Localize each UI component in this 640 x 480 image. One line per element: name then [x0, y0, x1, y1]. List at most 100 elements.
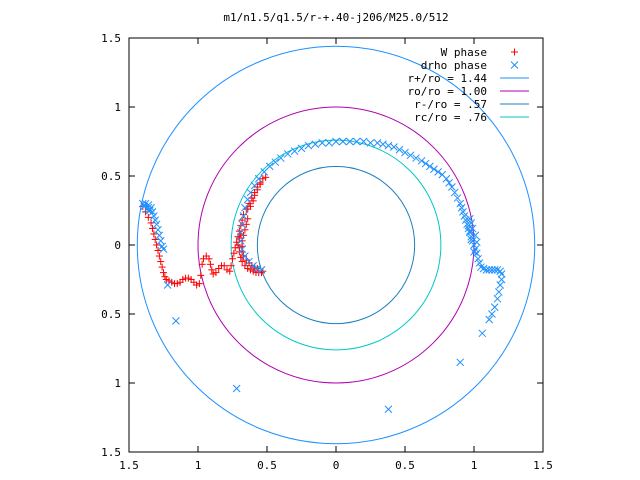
drho-phase-point	[332, 137, 340, 146]
w-phase-point	[158, 263, 166, 271]
drho-phase-point	[488, 310, 496, 318]
drho-phase-point	[151, 216, 160, 225]
drho-phase-point	[149, 212, 158, 220]
drho-phase-point	[254, 174, 263, 183]
drho-phase-point	[467, 219, 476, 227]
drho-phase-point	[461, 216, 470, 225]
drho-phase-point	[477, 263, 485, 271]
drho-phase-point	[475, 259, 484, 267]
drho-phase-point	[401, 148, 409, 157]
drho-phase-point	[496, 267, 505, 276]
x-tick-label: 0.5	[257, 459, 277, 472]
w-phase-point	[226, 267, 234, 275]
w-phase-point	[253, 186, 261, 194]
drho-phase-point	[417, 156, 426, 165]
w-phase-point	[240, 211, 248, 219]
w-phase-point	[256, 180, 264, 188]
w-phase-point	[249, 197, 257, 205]
drho-phase-point	[158, 242, 166, 251]
w-phase-point	[205, 255, 213, 263]
w-phase-point	[144, 213, 152, 221]
y-tick-label: 0	[114, 239, 121, 252]
drho-phase-point	[238, 220, 247, 229]
drho-phase-point	[297, 144, 306, 153]
drho-phase-point	[143, 205, 151, 213]
reference-circle	[136, 45, 536, 445]
drho-phase-point	[241, 252, 249, 260]
drho-phase-point	[384, 141, 393, 150]
w-phase-point	[240, 252, 248, 260]
legend-label: r+/ro = 1.44	[408, 72, 488, 85]
drho-phase-point	[490, 265, 499, 274]
drho-phase-point	[490, 303, 499, 311]
drho-phase-point	[450, 188, 459, 197]
drho-phase-point	[434, 168, 442, 176]
w-phase-point	[195, 280, 203, 288]
drho-phase-point	[172, 317, 180, 325]
y-tick-label: 0.5	[101, 170, 121, 183]
drho-phase-point	[155, 231, 164, 240]
drho-phase-point	[156, 237, 165, 245]
drho-phase-point	[412, 154, 420, 162]
legend-label: rc/ro = .76	[414, 111, 487, 124]
w-phase-point	[208, 266, 216, 274]
drho-phase-point	[493, 294, 502, 303]
drho-phase-point	[311, 140, 320, 149]
drho-phase-point	[478, 329, 487, 338]
drho-phase-point	[154, 225, 162, 234]
w-phase-point	[220, 262, 228, 270]
w-phase-point	[212, 269, 220, 277]
drho-phase-point	[249, 261, 258, 270]
drho-phase-point	[239, 212, 248, 220]
legend-label: W phase	[441, 46, 487, 59]
w-phase-point	[155, 252, 163, 260]
drho-phase-point	[457, 203, 466, 212]
w-phase-point	[148, 224, 156, 232]
reference-circle	[256, 165, 416, 325]
x-tick-label: 0	[333, 459, 340, 472]
w-phase-point	[151, 235, 159, 243]
legend-label: r-/ro = .57	[414, 98, 487, 111]
w-phase-point	[157, 258, 165, 266]
x-tick-label: 1	[195, 459, 202, 472]
w-phase-point	[153, 241, 161, 249]
w-phase-point	[230, 249, 238, 257]
drho-phase-point	[145, 206, 154, 215]
reference-circles	[136, 45, 536, 445]
w-phase-point	[227, 262, 235, 270]
legend-label: ro/ro = 1.00	[408, 85, 487, 98]
drho-phase-point	[430, 165, 438, 173]
w-phase-point	[197, 271, 205, 279]
drho-phase-point	[253, 264, 262, 273]
drho-phase-point	[470, 248, 478, 256]
drho-phase-point	[488, 265, 496, 274]
x-tick-label: 0.5	[395, 459, 415, 472]
w-phase-point	[242, 220, 250, 228]
drho-phase-point	[241, 203, 249, 212]
w-phase-point	[244, 215, 252, 223]
drho-phase-point	[406, 151, 415, 160]
y-tick-label: 1	[114, 101, 121, 114]
drho-phase-point	[456, 199, 465, 208]
y-tick-label: 1.5	[101, 32, 121, 45]
w-phase-point	[147, 219, 155, 227]
drho-phase-point	[453, 194, 462, 202]
w-phase-point	[160, 269, 167, 277]
drho-phase-point	[232, 384, 241, 393]
drho-phase-point	[379, 140, 387, 149]
w-phase-point	[251, 191, 259, 199]
drho-phase-point	[466, 214, 474, 223]
drho-phase-point	[425, 162, 434, 171]
w-phase-point	[229, 255, 236, 263]
drho-phase-point	[325, 139, 333, 147]
drho-phase-point	[494, 288, 503, 296]
drho-phase-point	[290, 147, 299, 156]
w-phase-point	[262, 173, 270, 181]
drho-phase-point	[359, 137, 368, 146]
drho-phase-point	[283, 150, 292, 158]
drho-phase-point	[339, 137, 347, 146]
drho-phase-point	[456, 358, 465, 367]
drho-phase-point	[460, 212, 469, 220]
